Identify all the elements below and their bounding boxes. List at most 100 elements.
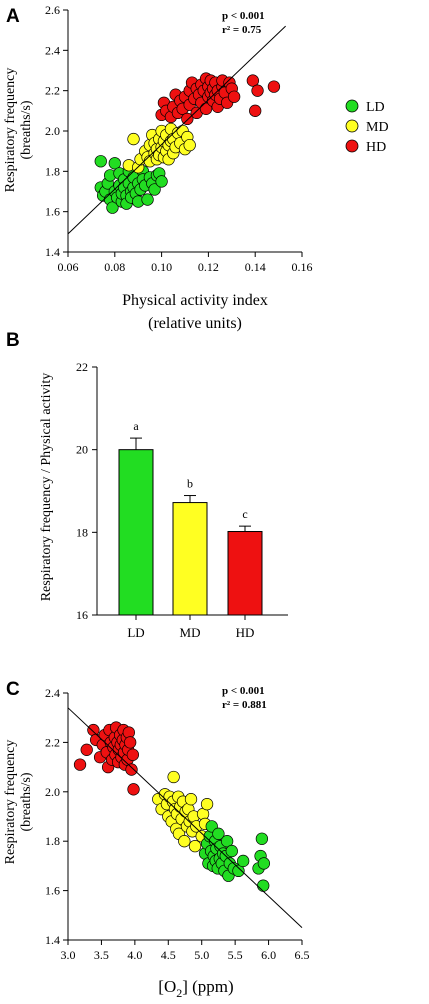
panel-a-y-tick-label: 1.8 — [45, 164, 60, 178]
panel-a-x-tick-label: 0.14 — [245, 260, 266, 274]
panel-c-plot-area — [67, 707, 303, 929]
panel-a-point-md — [183, 138, 196, 152]
panel-label-c: C — [6, 679, 20, 700]
panel-c-ylabel: Respiratory frequency — [3, 740, 18, 865]
panel-a-p-value: p < 0.001 — [222, 10, 265, 22]
panel-a-y-tick-label: 2.2 — [45, 84, 60, 98]
panel-c-point-ld — [255, 832, 269, 845]
panel-c-point-ld — [232, 864, 245, 877]
panel-c-point-ld — [225, 844, 238, 858]
panel-c-x-tick-label: 4.0 — [127, 948, 142, 962]
panel-c-point-hd — [125, 763, 138, 776]
panel-c-x-tick-label: 6.5 — [295, 948, 310, 962]
panel-c-xlabel-subscript: 2 — [176, 986, 182, 1000]
panel-a-point-hd — [267, 80, 281, 93]
panel-c-point-md — [188, 839, 202, 853]
panel-b-bar-md — [172, 502, 208, 616]
panel-a-point-ld — [155, 175, 168, 188]
panel-a-x-tick-label: 0.16 — [292, 260, 313, 274]
panel-c-point-ld — [212, 827, 225, 840]
panel-c-y-tick-label: 2.0 — [45, 785, 60, 799]
panel-c-regression-line — [67, 707, 303, 929]
legend-marker-md — [345, 119, 359, 133]
panel-c-xlabel-text: [O — [158, 977, 176, 996]
legend-marker-ld — [345, 99, 359, 113]
panel-c-x-tick-label: 5.5 — [228, 948, 243, 962]
panel-b-y-tick-label: 16 — [76, 608, 88, 622]
panel-c-x-tick-label: 4.5 — [161, 948, 176, 962]
panel-b-x-tick-label: HD — [236, 625, 255, 640]
panel-a-xlabel: Physical activity index — [122, 292, 268, 309]
panel-c-scatter-chart: C 1.4 1.6 1.8 2.0 2.2 2.4 3.0 3.5 4.0 4.5 5.0 5.5 6.… — [3, 679, 310, 1000]
panel-b-ylabel: Respiratory frequency / Physical activit… — [39, 373, 54, 602]
panel-c-y-tick-label: 2.2 — [45, 735, 60, 749]
panel-a-r-squared: r² = 0.75 — [222, 24, 262, 36]
panel-b-significance-letter: a — [133, 419, 139, 433]
panel-a-point-hd — [227, 90, 241, 103]
panel-b-x-tick-label: LD — [127, 625, 144, 640]
panel-a-y-tick-label: 2.4 — [45, 43, 60, 57]
panel-a-y-tick-label: 2.0 — [45, 124, 60, 138]
panel-a-point-hd — [199, 102, 213, 115]
panel-a-point-md — [127, 132, 140, 146]
panel-a-point-ld — [141, 193, 154, 206]
panel-a-point-ld — [106, 201, 119, 214]
panel-a-ylabel: Respiratory frequency — [3, 68, 18, 193]
panel-a-point-hd — [181, 112, 194, 126]
panel-c-xlabel-rest: ] (ppm) — [182, 977, 233, 996]
legend-label-ld: LD — [366, 100, 385, 115]
panel-c-point-ld — [257, 857, 271, 870]
legend-marker-hd — [345, 139, 359, 153]
panel-a-plot-area — [67, 25, 286, 235]
panel-c-x-tick-label: 6.0 — [261, 948, 276, 962]
panel-c-point-ld — [220, 835, 234, 848]
panel-a-x-tick-label: 0.08 — [104, 260, 125, 274]
panel-b-y-tick-label: 18 — [76, 525, 88, 539]
panel-c-point-md — [200, 798, 214, 811]
panel-a-y-tick-label: 1.4 — [45, 245, 60, 259]
panel-c-x-tick-label: 3.0 — [61, 948, 76, 962]
panel-c-p-value: p < 0.001 — [222, 685, 265, 697]
panel-c-point-hd — [73, 758, 87, 771]
panel-c-y-tick-label: 1.8 — [45, 834, 60, 848]
panel-a-y-tick-label: 2.6 — [45, 3, 60, 17]
legend-label-hd: HD — [366, 140, 386, 155]
panel-a-point-hd — [249, 104, 262, 117]
panel-c-x-tick-label: 5.0 — [194, 948, 209, 962]
panel-b-bar-hd — [227, 531, 263, 616]
panel-a-scatter-chart: A 1.4 1.6 1.8 2.0 2.2 2.4 2.6 0.06 0.08 0.10 0.12 0… — [3, 3, 389, 332]
panel-b-significance-letter: c — [242, 507, 247, 521]
panel-a-point-hd — [246, 74, 260, 87]
panel-b-x-tick-label: MD — [180, 625, 201, 640]
panel-c-point-hd — [127, 783, 140, 796]
panel-c-point-md — [184, 793, 198, 806]
panel-a-xlabel-units: (relative units) — [148, 315, 242, 332]
panel-a-point-ld — [94, 155, 107, 168]
panel-a-ylabel-units: (breaths/s) — [19, 100, 34, 159]
panel-c-point-hd — [80, 743, 93, 756]
panel-b-significance-letter: b — [187, 477, 193, 491]
panel-b-bar-ld — [118, 449, 154, 616]
panel-b-plot-area: a b c — [118, 419, 263, 616]
panel-a-point-ld — [148, 183, 161, 196]
panel-label-a: A — [6, 6, 20, 27]
panel-c-r-squared: r² = 0.881 — [222, 699, 267, 711]
panel-label-b: B — [6, 330, 20, 351]
panel-a-point-ld — [108, 157, 121, 170]
panel-c-point-md — [178, 835, 191, 848]
panel-a-y-tick-label: 1.6 — [45, 205, 60, 219]
panel-b-y-tick-label: 20 — [76, 443, 88, 457]
panel-c-y-tick-label: 1.6 — [45, 884, 60, 898]
panel-c-point-ld — [237, 854, 250, 868]
panel-c-point-ld — [257, 879, 270, 892]
panel-c-xlabel: [O2] (ppm) — [158, 977, 233, 1000]
panel-c-y-tick-label: 1.4 — [45, 933, 60, 947]
panel-a-x-tick-label: 0.10 — [151, 260, 172, 274]
panel-c-point-hd — [124, 736, 137, 749]
panel-c-ylabel-units: (breaths/s) — [19, 772, 34, 831]
panel-c-point-md — [167, 770, 180, 784]
panel-a-point-hd — [251, 84, 264, 97]
panel-b-bar-chart: B 16 18 20 22 LD MD HD Respiratory frequency /… — [6, 330, 288, 640]
panel-a-axes: 1.4 1.6 1.8 2.0 2.2 2.4 2.6 0.06 0.08 0.10 0.12 0.1… — [45, 3, 313, 274]
